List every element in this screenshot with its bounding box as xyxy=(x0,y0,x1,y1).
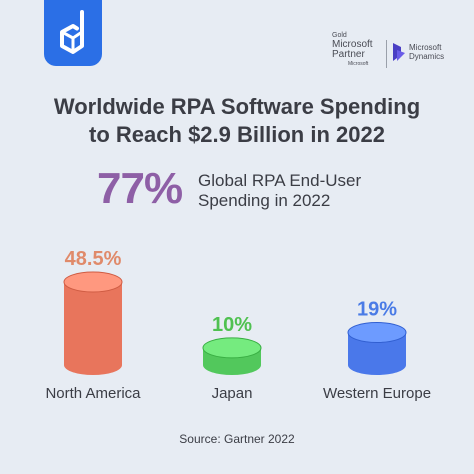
highlight-label: Global RPA End-User Spending in 2022 xyxy=(198,171,398,211)
bar-body-north-america xyxy=(64,282,122,375)
partner-brand: Microsoft xyxy=(332,39,373,50)
bar-value-label-japan: 10% xyxy=(212,314,252,336)
page-title: Worldwide RPA Software Spending to Reach… xyxy=(0,93,474,149)
highlight-value: 77% xyxy=(97,164,183,213)
bar-top-japan xyxy=(202,337,262,359)
source-note: Source: Gartner 2022 xyxy=(179,432,295,446)
cube-logo-icon xyxy=(60,10,84,54)
bar-value-label-western-europe: 19% xyxy=(357,298,397,320)
highlight-label-line-1: Global RPA End-User xyxy=(198,171,362,190)
title-line-1: Worldwide RPA Software Spending xyxy=(53,94,421,119)
partner-word: Partner xyxy=(332,49,365,60)
bar-body-western-europe xyxy=(348,332,406,375)
category-label-western-europe: Western Europe xyxy=(323,385,431,402)
company-logo xyxy=(44,0,102,66)
category-label-north-america: North America xyxy=(45,385,141,402)
category-label-japan: Japan xyxy=(212,385,253,402)
dynamics-line-2: Dynamics xyxy=(409,52,445,62)
bar-top-north-america xyxy=(63,271,123,293)
microsoft-partner-badge: Gold Microsoft Partner Microsoft xyxy=(332,32,382,67)
bar-value-label-north-america: 48.5% xyxy=(65,248,122,270)
bar-top-western-europe xyxy=(347,321,407,343)
dynamics-logo-icon xyxy=(393,43,405,61)
partner-small-brand: Microsoft xyxy=(348,61,369,67)
title-line-2: to Reach $2.9 Billion in 2022 xyxy=(89,122,385,147)
highlight-label-line-2: Spending in 2022 xyxy=(198,191,331,210)
microsoft-dynamics-label: Microsoft Dynamics xyxy=(409,43,459,61)
dynamics-line-1: Microsoft xyxy=(409,43,442,52)
partner-tier: Gold xyxy=(332,32,347,39)
badge-divider xyxy=(386,40,387,68)
